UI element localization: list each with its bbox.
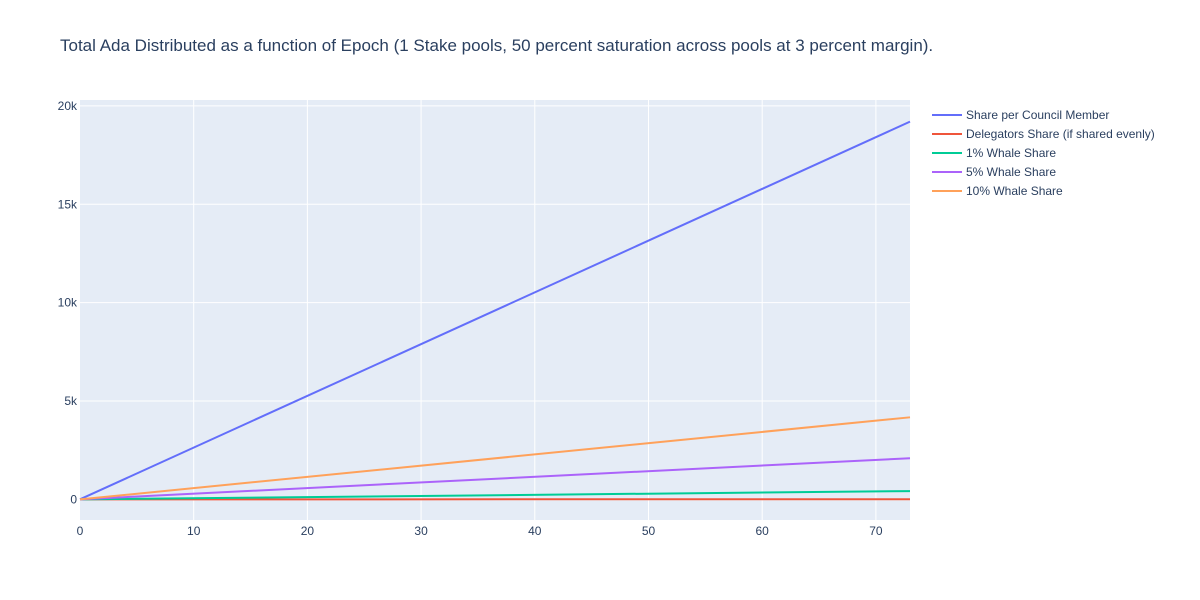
x-tick-label: 70	[869, 524, 883, 538]
legend[interactable]: Share per Council Member Delegators Share…	[932, 108, 1155, 198]
legend-item[interactable]: 1% Whale Share	[932, 146, 1056, 160]
series-line	[79, 120, 911, 501]
legend-item[interactable]: 5% Whale Share	[932, 165, 1056, 179]
legend-label: Share per Council Member	[966, 108, 1109, 122]
y-tick-label: 0	[70, 492, 77, 506]
legend-item[interactable]: 10% Whale Share	[932, 184, 1063, 198]
legend-item[interactable]: Delegators Share (if shared evenly)	[932, 127, 1155, 141]
series-line	[79, 416, 911, 501]
y-tick-label: 5k	[64, 394, 78, 408]
x-tick-label: 20	[301, 524, 315, 538]
x-tick-label: 0	[77, 524, 84, 538]
legend-label: Delegators Share (if shared evenly)	[966, 127, 1155, 141]
y-tick-label: 15k	[58, 197, 78, 211]
series-lines	[79, 120, 911, 501]
y-tick-label: 10k	[58, 296, 78, 310]
y-axis-ticks: 0 5k 10k 15k 20k	[58, 99, 78, 506]
series-line	[79, 457, 911, 501]
y-tick-label: 20k	[58, 99, 78, 113]
x-tick-label: 30	[414, 524, 428, 538]
x-tick-label: 40	[528, 524, 542, 538]
legend-label: 5% Whale Share	[966, 165, 1056, 179]
chart-title: Total Ada Distributed as a function of E…	[60, 36, 933, 55]
x-tick-label: 10	[187, 524, 201, 538]
legend-label: 10% Whale Share	[966, 184, 1063, 198]
x-tick-label: 50	[642, 524, 656, 538]
x-tick-label: 60	[756, 524, 770, 538]
series-line	[79, 490, 911, 501]
legend-label: 1% Whale Share	[966, 146, 1056, 160]
x-axis-ticks: 0 10 20 30 40 50 60 70	[77, 524, 883, 538]
legend-item[interactable]: Share per Council Member	[932, 108, 1109, 122]
